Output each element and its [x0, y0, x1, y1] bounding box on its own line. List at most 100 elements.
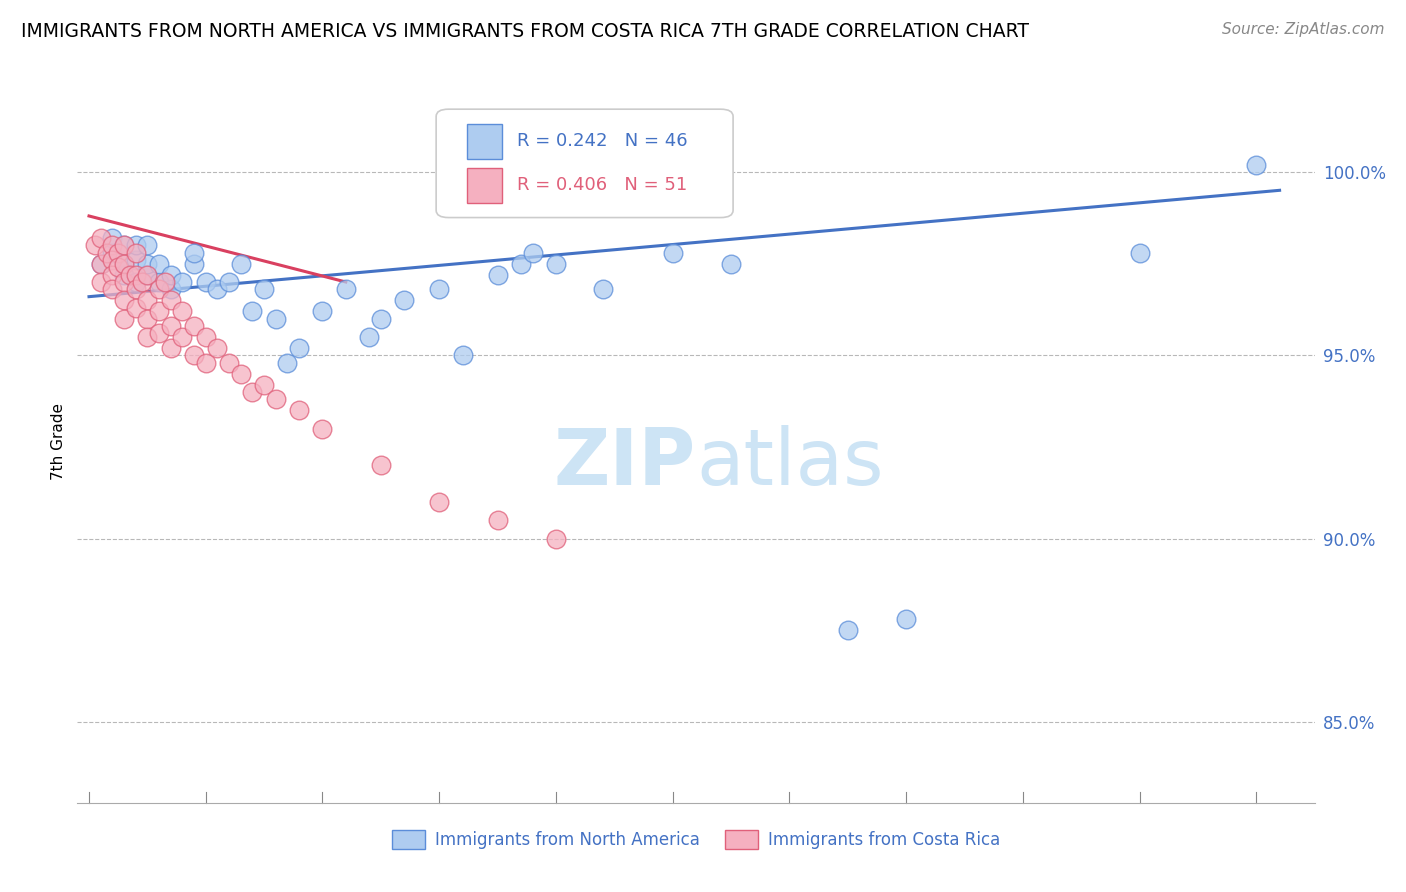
Point: [159, 293, 181, 308]
Point: [427, 282, 450, 296]
Point: [335, 282, 357, 296]
Point: [183, 348, 205, 362]
Point: [101, 238, 124, 252]
Point: [112, 257, 135, 271]
Point: [136, 311, 159, 326]
Point: [194, 275, 217, 289]
Legend: Immigrants from North America, Immigrants from Costa Rica: Immigrants from North America, Immigrant…: [385, 823, 1007, 856]
Point: [112, 238, 135, 252]
Point: [153, 275, 176, 289]
Point: [288, 403, 311, 417]
Point: [125, 252, 148, 267]
Point: [172, 304, 194, 318]
Point: [1128, 245, 1150, 260]
Point: [125, 238, 148, 252]
Point: [288, 341, 311, 355]
Point: [392, 293, 415, 308]
Point: [253, 377, 276, 392]
Text: R = 0.242   N = 46: R = 0.242 N = 46: [516, 132, 688, 151]
Point: [451, 348, 474, 362]
Point: [90, 275, 112, 289]
Point: [370, 458, 392, 473]
Point: [148, 282, 170, 296]
Point: [101, 252, 124, 267]
Point: [894, 612, 917, 626]
FancyBboxPatch shape: [436, 109, 733, 218]
Point: [90, 257, 112, 271]
Point: [837, 624, 859, 638]
Point: [131, 275, 153, 289]
Point: [136, 293, 159, 308]
Point: [311, 422, 333, 436]
Point: [112, 275, 135, 289]
Point: [544, 257, 567, 271]
Point: [264, 311, 287, 326]
Point: [183, 318, 205, 333]
Point: [194, 330, 217, 344]
Point: [183, 245, 205, 260]
Point: [592, 282, 614, 296]
Text: R = 0.406   N = 51: R = 0.406 N = 51: [516, 177, 686, 194]
Point: [276, 356, 298, 370]
Point: [159, 318, 181, 333]
Point: [96, 245, 118, 260]
Point: [136, 238, 159, 252]
Point: [125, 245, 148, 260]
Point: [207, 282, 229, 296]
Point: [311, 304, 333, 318]
Point: [83, 238, 105, 252]
Point: [264, 392, 287, 407]
Point: [242, 384, 264, 399]
Y-axis label: 7th Grade: 7th Grade: [51, 403, 66, 480]
Point: [112, 268, 135, 282]
Point: [229, 257, 252, 271]
Point: [148, 304, 170, 318]
Point: [172, 330, 194, 344]
Point: [101, 245, 124, 260]
Point: [112, 238, 135, 252]
Point: [136, 268, 159, 282]
Point: [148, 257, 170, 271]
Point: [194, 356, 217, 370]
Point: [125, 282, 148, 296]
Point: [125, 275, 148, 289]
Point: [172, 275, 194, 289]
Point: [207, 341, 229, 355]
Point: [253, 282, 276, 296]
Point: [218, 356, 240, 370]
Point: [90, 257, 112, 271]
Point: [509, 257, 531, 271]
Point: [112, 311, 135, 326]
Point: [136, 257, 159, 271]
Point: [136, 268, 159, 282]
Point: [183, 257, 205, 271]
Point: [118, 268, 141, 282]
Text: IMMIGRANTS FROM NORTH AMERICA VS IMMIGRANTS FROM COSTA RICA 7TH GRADE CORRELATIO: IMMIGRANTS FROM NORTH AMERICA VS IMMIGRA…: [21, 22, 1029, 41]
Point: [112, 257, 135, 271]
Text: ZIP: ZIP: [554, 425, 696, 501]
Point: [136, 330, 159, 344]
Point: [107, 245, 129, 260]
FancyBboxPatch shape: [467, 124, 502, 159]
Point: [522, 245, 544, 260]
Point: [359, 330, 381, 344]
Point: [218, 275, 240, 289]
FancyBboxPatch shape: [467, 168, 502, 202]
Point: [229, 367, 252, 381]
Point: [427, 495, 450, 509]
Point: [148, 326, 170, 341]
Point: [242, 304, 264, 318]
Point: [486, 268, 509, 282]
Point: [370, 311, 392, 326]
Point: [125, 268, 148, 282]
Point: [112, 293, 135, 308]
Point: [101, 282, 124, 296]
Point: [159, 282, 181, 296]
Point: [159, 341, 181, 355]
Point: [90, 231, 112, 245]
Point: [661, 245, 683, 260]
Text: atlas: atlas: [696, 425, 883, 501]
Point: [486, 513, 509, 527]
Text: Source: ZipAtlas.com: Source: ZipAtlas.com: [1222, 22, 1385, 37]
Point: [107, 260, 129, 275]
